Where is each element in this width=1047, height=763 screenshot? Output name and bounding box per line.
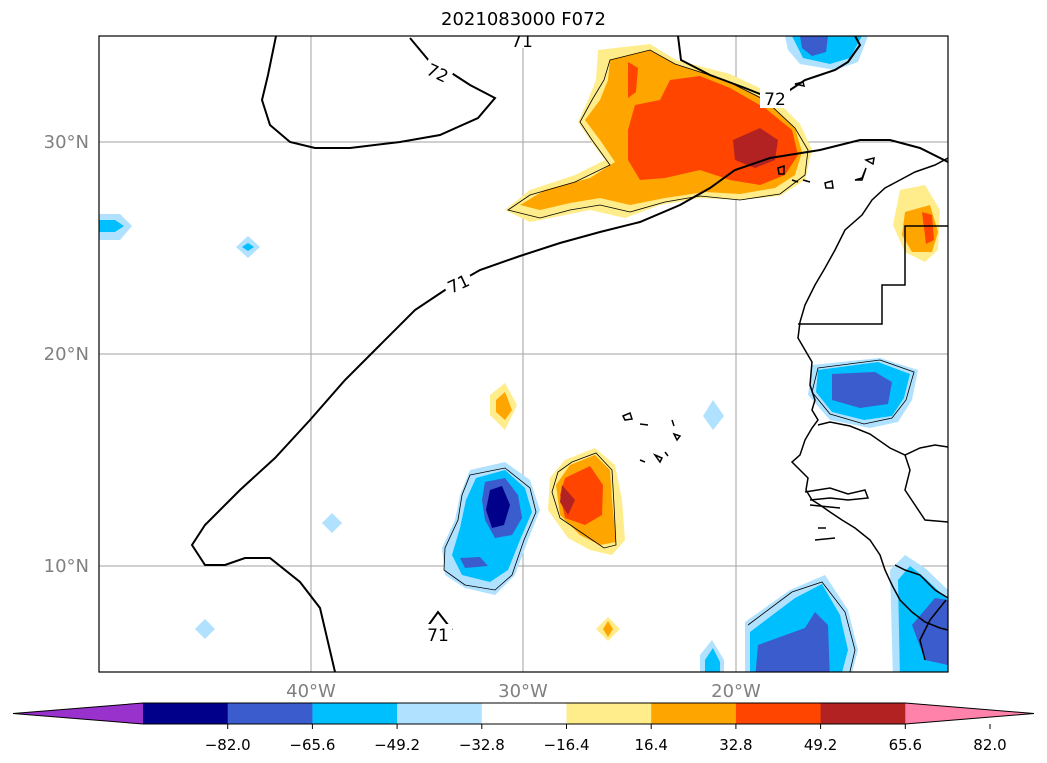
lon-label-30w: 30°W [498, 681, 548, 702]
contour-label-71-south: 71 [427, 626, 449, 646]
colorbar-segment [735, 703, 822, 724]
colorbar-tick-label: 32.8 [719, 736, 752, 754]
positive-anomaly-tropical [548, 448, 625, 555]
colorbar-segment [397, 703, 483, 724]
map-canvas: 71 72 72 71 71 [99, 32, 948, 672]
colorbar-tick-label: −32.8 [459, 736, 505, 754]
colorbar-segment [312, 703, 398, 724]
colorbar-segment [143, 703, 229, 724]
colorbar-tick-label: 82.0 [973, 736, 1006, 754]
colorbar-segment [481, 703, 567, 724]
lat-label-20n: 20°N [44, 344, 89, 365]
colorbar-tick-label: 65.6 [889, 736, 922, 754]
colorbar: −82.0 −65.6 −49.2 −32.8 −16.4 16.4 32.8 49.2 65.… [12, 702, 1035, 754]
negative-anomaly-senegal [808, 358, 918, 428]
colorbar-extend-low [13, 703, 143, 724]
colorbar-segment [820, 703, 906, 724]
map-title: 2021083000 F072 [441, 9, 606, 30]
colorbar-tick-label: −16.4 [544, 736, 590, 754]
negative-anomaly-gulf-guinea [700, 555, 948, 672]
colorbar-tick-label: −65.6 [289, 736, 335, 754]
colorbar-segment [651, 703, 737, 724]
negative-anomaly-tropical [442, 462, 540, 595]
lon-label-20w: 20°W [711, 681, 761, 702]
positive-anomaly-small [490, 383, 620, 641]
lon-label-40w: 40°W [286, 681, 336, 702]
colorbar-tick-label: −82.0 [205, 736, 251, 754]
lat-label-30n: 30°N [44, 132, 89, 153]
contour-label-71-top: 71 [511, 32, 533, 52]
colorbar-segment [227, 703, 313, 724]
coastlines [790, 157, 948, 661]
colorbar-tick-label: 49.2 [804, 736, 837, 754]
colorbar-tick-label: 16.4 [634, 736, 667, 754]
lat-label-10n: 10°N [44, 556, 89, 577]
colorbar-segment [566, 703, 652, 724]
positive-anomaly-canary [505, 44, 812, 222]
islands [621, 81, 875, 541]
contour-label-72-east: 72 [764, 90, 786, 110]
map-frame [98, 35, 949, 673]
colorbar-extend-high [905, 703, 1034, 724]
colorbar-tick-label: −49.2 [374, 736, 420, 754]
